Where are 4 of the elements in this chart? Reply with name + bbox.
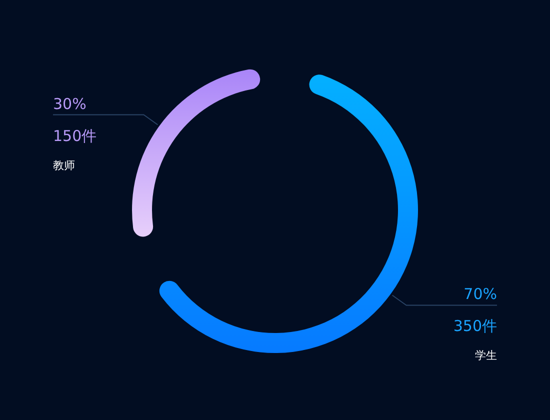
data-label: 30% 150件	[53, 94, 97, 145]
slice-label: 教师	[53, 158, 75, 172]
data-label: 70% 350件	[453, 285, 497, 336]
slice-label: 学生	[475, 349, 497, 362]
